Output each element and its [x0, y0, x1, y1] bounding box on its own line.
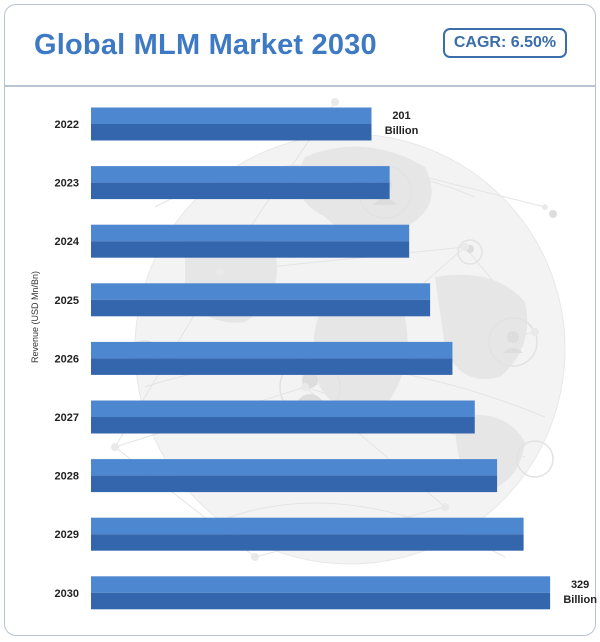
bar-bottom-2026	[91, 358, 453, 375]
bar-bottom-2022	[91, 124, 372, 141]
data-label-value-2030: 329	[571, 579, 589, 591]
header-divider	[5, 85, 595, 87]
data-label-unit-2022: Billion	[385, 125, 419, 137]
bar-top-2030	[91, 576, 551, 593]
bar-bottom-2030	[91, 592, 551, 610]
header: Global MLM Market 2030 CAGR: 6.50%	[5, 5, 595, 85]
bar-top-2029	[91, 517, 524, 535]
bar-bottom-2029	[91, 534, 524, 551]
bar-top-2023	[91, 166, 390, 183]
data-label-unit-2030: Billion	[563, 594, 597, 606]
bar-bottom-2023	[91, 182, 390, 200]
category-label-2024: 2024	[55, 236, 80, 248]
bar-top-2024	[91, 224, 410, 242]
category-label-2023: 2023	[55, 178, 79, 190]
bar-bottom-2027	[91, 417, 475, 434]
bar-top-2028	[91, 459, 498, 476]
bar-top-2027	[91, 400, 475, 417]
page-title: Global MLM Market 2030	[34, 29, 377, 61]
category-label-2027: 2027	[55, 412, 79, 424]
bar-bottom-2025	[91, 299, 431, 317]
category-label-2025: 2025	[55, 295, 79, 307]
category-label-2028: 2028	[55, 471, 79, 483]
cagr-badge: CAGR: 6.50%	[443, 28, 567, 58]
bar-top-2026	[91, 341, 453, 359]
bar-top-2025	[91, 283, 431, 300]
bar-top-2022	[91, 107, 372, 124]
category-label-2022: 2022	[55, 119, 79, 131]
category-label-2029: 2029	[55, 529, 79, 541]
category-label-2030: 2030	[55, 588, 79, 600]
bar-bottom-2028	[91, 475, 498, 493]
bar-bottom-2024	[91, 241, 410, 258]
category-label-2026: 2026	[55, 353, 79, 365]
data-label-value-2022: 201	[392, 110, 410, 122]
